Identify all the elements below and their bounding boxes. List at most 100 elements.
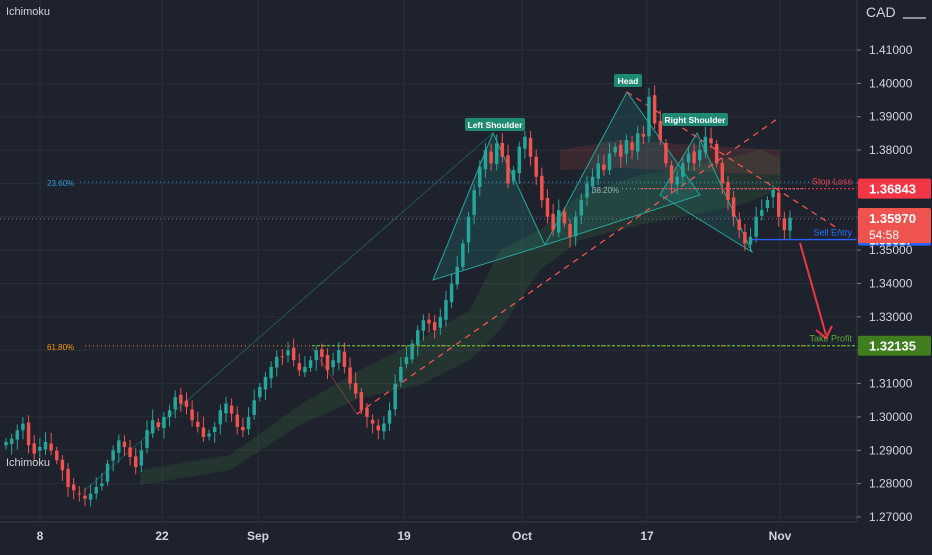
candle-body [776,192,781,217]
candle-body [100,483,104,486]
candle-body [517,146,522,174]
candle-body [607,153,612,171]
candle-body [534,156,538,177]
time-tick-label: Nov [769,529,792,543]
time-tick-label: 17 [640,529,654,543]
candle-body [455,266,459,285]
candle-body [246,416,251,430]
head-shoulders-pattern: Left Shoulder Head Right Shoulder [84,74,841,491]
candle-body [382,423,386,432]
candle-body [218,410,223,425]
candle-body [528,137,533,157]
candle-body [303,366,307,373]
take-profit-label: Take Profit [809,334,852,344]
candle-body [483,150,488,170]
pattern-tag-bg [662,113,728,126]
candle-body [393,383,397,410]
candle-body [669,165,674,184]
candle-body [540,175,544,201]
candle-body [325,354,330,371]
candle-body [416,330,420,346]
time-axis-bg [0,522,857,550]
pattern-tag-bg [614,74,642,87]
candle-body [9,438,14,444]
label-right-shoulder: Right Shoulder [665,115,727,125]
candle-body [32,443,36,454]
candle-body [652,95,657,124]
candle-body [291,347,296,361]
grid [0,0,857,522]
candle-body [38,446,42,451]
candle-body [698,150,702,161]
candle-body [241,426,245,431]
price-tick-label: 1.38000 [869,143,913,157]
candles [4,85,792,507]
price-tick-label: 1.41000 [869,43,913,57]
candle-body [523,136,527,149]
target-arrow-shaft [799,242,827,336]
cloud-band [140,150,780,485]
candle-body [478,166,482,188]
take-profit-badge [858,335,931,356]
candle-body [111,450,115,461]
candle-body [15,430,20,440]
candle-body [647,96,651,137]
fib-label-38: 38.20% [592,186,619,195]
candle-body [613,146,617,153]
candle-body [596,163,600,179]
candle-body [551,213,555,231]
candle-body [117,440,121,453]
candle-body [506,155,510,184]
candle-body [681,163,685,177]
pattern-tag-bg [465,118,525,131]
candle-body [26,422,31,446]
indicator-label: Ichimoku [6,6,50,18]
left-shoulder-triangle [432,131,546,281]
candle-body [494,143,499,164]
price-tick-label: 1.30000 [869,410,913,424]
falling-trendline [626,91,841,231]
candle-body [4,441,8,446]
candle-body [624,140,629,154]
candle-body [353,383,358,394]
candle-body [489,151,493,164]
candle-body [760,210,764,216]
fib-label-23: 23.60% [47,179,74,188]
time-tick-label: Oct [512,529,532,543]
candle-body [500,142,505,157]
candle-body [263,376,268,390]
time-axis: 8 22 Sep 19 Oct 17 Nov [0,521,857,550]
candle-body [641,133,646,137]
candle-body [432,322,437,331]
candle-body [444,300,448,320]
candle-body [21,423,25,431]
candle-body [314,350,318,361]
candle-body [128,447,132,457]
candle-body [771,190,775,198]
fib-levels: 23.60% 38.20% 61.80% [0,179,857,352]
candle-body [196,421,200,427]
candle-body [557,210,561,233]
candle-body [404,356,409,364]
candle-body [331,360,335,368]
price-axis: 1.410001.400001.390001.380001.370001.360… [856,0,932,550]
candle-body [201,427,206,437]
candle-body [150,420,155,434]
price-tick-label: 1.39000 [869,110,913,124]
candle-body [105,463,110,482]
candle-body [466,216,471,243]
label-left-shoulder: Left Shoulder [468,120,523,130]
time-tick-label: 19 [397,529,411,543]
current-price: 1.35970 [869,211,916,226]
price-tick-label: 1.29000 [869,443,913,457]
candle-body [573,216,578,237]
candle-body [703,136,708,153]
price-tick-label: 1.35000 [869,243,913,257]
candle-body [156,422,161,427]
candle-body [788,217,792,231]
candle-body [399,366,403,382]
candle-body [765,200,770,209]
candle-body [421,320,426,331]
